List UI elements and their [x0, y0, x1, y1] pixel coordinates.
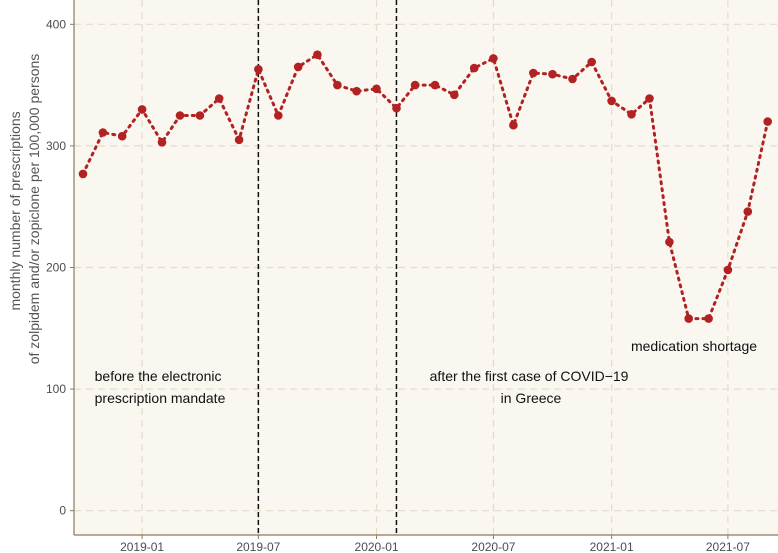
- data-point: [450, 90, 459, 100]
- data-point: [684, 314, 693, 323]
- y-axis-title-line-1: monthly number of prescriptions: [7, 111, 23, 310]
- data-point: [313, 50, 322, 59]
- y-tick-label: 100: [46, 382, 66, 396]
- data-point: [98, 128, 108, 137]
- data-point: [489, 54, 498, 63]
- annotation-shortage: medication shortage: [631, 338, 757, 354]
- data-point: [509, 120, 518, 130]
- x-tick-label: 2021-07: [706, 540, 750, 553]
- data-point: [645, 94, 654, 103]
- series-line: [81, 52, 770, 321]
- data-point: [333, 80, 342, 90]
- data-point: [627, 110, 636, 119]
- data-point: [704, 314, 713, 323]
- y-tick-label: 200: [46, 261, 66, 275]
- data-point: [352, 86, 361, 96]
- data-point: [274, 111, 283, 120]
- reference-lines: [257, 0, 398, 535]
- data-point: [137, 105, 147, 114]
- data-point: [157, 138, 167, 147]
- x-tick-label: 2019-07: [236, 540, 280, 553]
- x-tick-label: 2020-07: [471, 540, 515, 553]
- annotation-covid: after the first case of COVID−19 in Gree…: [430, 368, 633, 406]
- annotation-covid-line-2: in Greece: [501, 390, 562, 406]
- data-point: [78, 169, 88, 179]
- data-point: [743, 207, 753, 216]
- data-point: [234, 135, 244, 145]
- y-tick-label: 300: [46, 139, 66, 153]
- y-axis-ticks: 0 100 200 300 400: [46, 17, 74, 518]
- annotation-before-mandate-line-1: before the electronic: [95, 368, 222, 384]
- data-point: [293, 62, 303, 72]
- data-point: [607, 96, 616, 106]
- data-point: [254, 65, 263, 74]
- data-point: [214, 94, 224, 103]
- data-point: [175, 111, 185, 120]
- x-tick-label: 2021-01: [590, 540, 634, 553]
- data-point: [723, 265, 733, 275]
- x-tick-label: 2019-01: [120, 540, 164, 553]
- annotation-covid-line-1: after the first case of COVID−19: [430, 368, 629, 384]
- data-point: [587, 57, 596, 67]
- y-tick-label: 0: [59, 504, 66, 518]
- y-axis-title-line-2: of zolpidem and/or zopiclone per 100,000…: [26, 54, 42, 365]
- data-point: [568, 74, 577, 84]
- data-point: [372, 84, 381, 94]
- data-point: [469, 63, 479, 73]
- data-point: [665, 237, 674, 247]
- y-axis-title: monthly number of prescriptions of zolpi…: [7, 54, 42, 365]
- annotation-before-mandate: before the electronic prescription manda…: [95, 368, 226, 406]
- data-point: [392, 103, 401, 113]
- data-point: [117, 131, 127, 141]
- data-point: [410, 80, 420, 90]
- data-point: [430, 80, 440, 90]
- annotation-shortage-line-1: medication shortage: [631, 338, 757, 354]
- annotation-before-mandate-line-2: prescription mandate: [95, 390, 226, 406]
- data-points: [78, 50, 772, 323]
- data-point: [529, 68, 538, 78]
- data-point: [763, 117, 772, 126]
- y-tick-label: 400: [46, 17, 66, 31]
- data-point: [548, 69, 557, 79]
- x-axis-ticks: 2019-01 2019-07 2020-01 2020-07 2021-01 2021-…: [120, 535, 750, 553]
- x-tick-label: 2020-01: [355, 540, 399, 553]
- data-point: [195, 111, 205, 120]
